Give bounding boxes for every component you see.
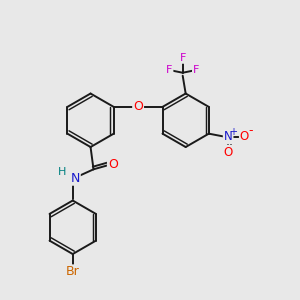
Text: O: O (133, 100, 143, 113)
Text: F: F (193, 65, 199, 75)
Text: F: F (179, 53, 186, 63)
Text: O: O (224, 146, 233, 159)
Text: O: O (240, 130, 249, 143)
Text: +: + (229, 127, 237, 136)
Text: O: O (108, 158, 118, 171)
Text: -: - (249, 124, 253, 136)
Text: F: F (166, 65, 172, 75)
Text: Br: Br (66, 266, 80, 278)
Text: N: N (224, 130, 233, 143)
Text: H: H (58, 167, 67, 177)
Text: N: N (70, 172, 80, 185)
